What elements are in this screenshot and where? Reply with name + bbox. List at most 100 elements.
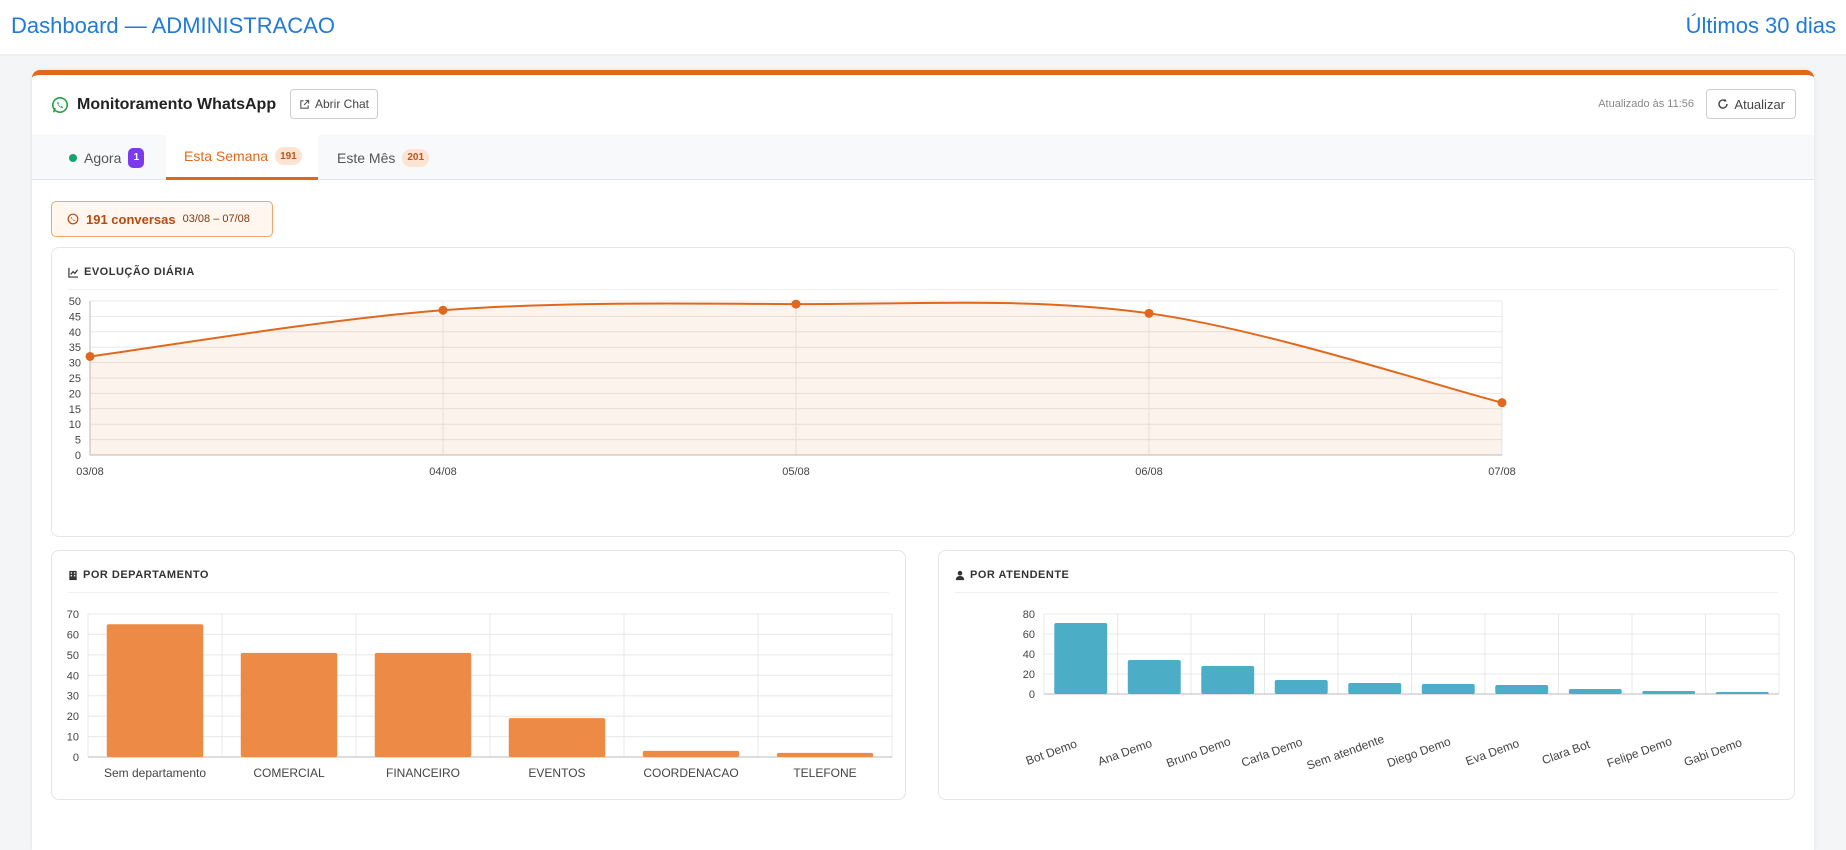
y-tick-label: 20: [69, 388, 81, 400]
y-tick-label: 30: [69, 358, 81, 370]
y-tick-label: 0: [1029, 689, 1035, 701]
x-tick-label: COMERCIAL: [253, 766, 325, 780]
y-tick-label: 20: [1023, 669, 1035, 681]
y-tick-label: 5: [75, 435, 81, 447]
refresh-icon: [1718, 98, 1729, 109]
open-chat-label: Abrir Chat: [315, 97, 370, 111]
y-tick-label: 40: [67, 670, 79, 682]
bar: [1348, 683, 1402, 694]
y-tick-label: 45: [69, 311, 81, 323]
open-chat-button[interactable]: Abrir Chat: [290, 89, 379, 119]
bar: [106, 624, 204, 757]
bar: [1421, 684, 1475, 694]
x-tick-label: Bot Demo: [1024, 736, 1079, 768]
daily-evolution-chart: 0 5 10 15 20 25 30 35 40 45 50 03/08 04/08 05/08 06/08…: [69, 296, 1516, 478]
y-tick-label: 35: [69, 342, 81, 354]
attendant-label: POR ATENDENTE: [970, 569, 1070, 581]
x-tick-label: 07/08: [1488, 466, 1516, 478]
y-tick-label: 50: [69, 296, 81, 308]
x-tick-label: Sem atendente: [1305, 732, 1387, 773]
period-tabs: Agora 1 Esta Semana 191 Este Mês 201: [32, 135, 1814, 180]
y-tick-label: 60: [67, 629, 79, 641]
bar: [1127, 660, 1181, 694]
tab-now-badge: 1: [128, 147, 145, 168]
y-tick-label: 70: [67, 609, 79, 621]
live-dot-icon: [69, 153, 77, 162]
department-chart: 0 10 20 30 40 50 60 70 Sem departamento COMERCIAL…: [67, 609, 893, 780]
x-tick-label: EVENTOS: [528, 766, 585, 780]
x-tick-label: Ana Demo: [1096, 736, 1154, 769]
refresh-label: Atualizar: [1734, 96, 1785, 112]
department-label: POR DEPARTAMENTO: [83, 569, 209, 581]
y-tick-label: 30: [67, 691, 79, 703]
bar: [1568, 689, 1622, 694]
y-tick-label: 0: [73, 752, 79, 764]
y-tick-label: 10: [67, 732, 79, 744]
y-tick-label: 15: [69, 404, 81, 416]
y-tick-label: 10: [69, 419, 81, 431]
x-tick-label: Sem departamento: [104, 766, 206, 780]
y-tick-label: 25: [69, 373, 81, 385]
user-icon: [955, 570, 965, 580]
series-area: [90, 302, 1502, 455]
page-title: Dashboard — ADMINISTRACAO: [11, 13, 335, 38]
external-link-icon: [300, 99, 310, 109]
y-tick-label: 50: [67, 650, 79, 662]
x-tick-label: 04/08: [429, 466, 457, 478]
x-tick-label: Eva Demo: [1464, 736, 1522, 768]
date-range-selector[interactable]: Últimos 30 dias: [1685, 13, 1836, 38]
x-tick-label: Carla Demo: [1239, 735, 1304, 770]
top-bar: Dashboard — ADMINISTRACAO Últimos 30 dia…: [0, 0, 1846, 54]
x-tick-label: Gabi Demo: [1682, 735, 1744, 769]
conversation-summary: 191 conversas 03/08 – 07/08: [51, 201, 273, 237]
data-point: [1144, 308, 1154, 318]
panel-divider: [68, 592, 889, 593]
tab-month-badge: 201: [402, 148, 430, 167]
attendant-chart: 0 20 40 60 80 Bot Demo Ana Demo Bruno Demo Carla…: [1023, 609, 1780, 773]
tab-now[interactable]: Agora 1: [69, 135, 145, 180]
bar: [1201, 666, 1255, 694]
daily-evolution-title: EVOLUÇÃO DIÁRIA: [68, 266, 195, 278]
refresh-button[interactable]: Atualizar: [1706, 89, 1796, 119]
whatsapp-monitor-card: Monitoramento WhatsApp Abrir Chat Atuali…: [32, 70, 1814, 850]
bar: [508, 718, 606, 757]
attendant-panel: POR ATENDENTE 0 20 40 60 80 Bot Demo Ana Demo B…: [938, 550, 1795, 800]
x-tick-label: FINANCEIRO: [386, 766, 460, 780]
attendant-title: POR ATENDENTE: [955, 569, 1069, 581]
whatsapp-icon: [51, 96, 69, 114]
bar: [642, 750, 740, 757]
bar: [374, 652, 472, 757]
last-updated-text: Atualizado às 11:56: [1598, 98, 1694, 110]
tab-week-badge: 191: [275, 147, 302, 165]
x-tick-label: Diego Demo: [1385, 734, 1453, 770]
card-title: Monitoramento WhatsApp: [77, 96, 277, 113]
bar: [240, 652, 338, 757]
x-tick-label: Clara Bot: [1540, 737, 1592, 767]
bar: [776, 752, 874, 757]
x-tick-label: 05/08: [782, 466, 810, 478]
card-header: Monitoramento WhatsApp Abrir Chat Atuali…: [32, 75, 1814, 135]
bar: [1495, 685, 1549, 694]
x-tick-label: Felipe Demo: [1605, 734, 1674, 771]
tab-month-label: Este Mês: [337, 149, 396, 166]
data-point: [1497, 398, 1507, 408]
tab-this-week[interactable]: Esta Semana 191: [166, 135, 318, 180]
y-tick-label: 40: [1023, 649, 1035, 661]
y-tick-label: 60: [1023, 629, 1035, 641]
x-tick-label: COORDENACAO: [643, 766, 738, 780]
bar: [1642, 691, 1696, 694]
x-tick-label: TELEFONE: [793, 766, 856, 780]
department-title: POR DEPARTAMENTO: [68, 569, 209, 581]
x-tick-label: 06/08: [1135, 466, 1163, 478]
building-icon: [69, 570, 77, 580]
daily-evolution-panel: EVOLUÇÃO DIÁRIA 0 5 10 15 20 25 30 35 40 45 50 03/0…: [51, 247, 1795, 537]
y-tick-label: 80: [1023, 609, 1035, 621]
conversation-dates: 03/08 – 07/08: [182, 213, 250, 225]
x-tick-label: 03/08: [76, 466, 104, 478]
bar: [1054, 623, 1108, 694]
data-point: [85, 351, 95, 361]
data-point: [438, 305, 448, 315]
panel-divider: [955, 592, 1778, 593]
tab-week-label: Esta Semana: [184, 148, 269, 164]
tab-this-month[interactable]: Este Mês 201: [337, 135, 430, 180]
